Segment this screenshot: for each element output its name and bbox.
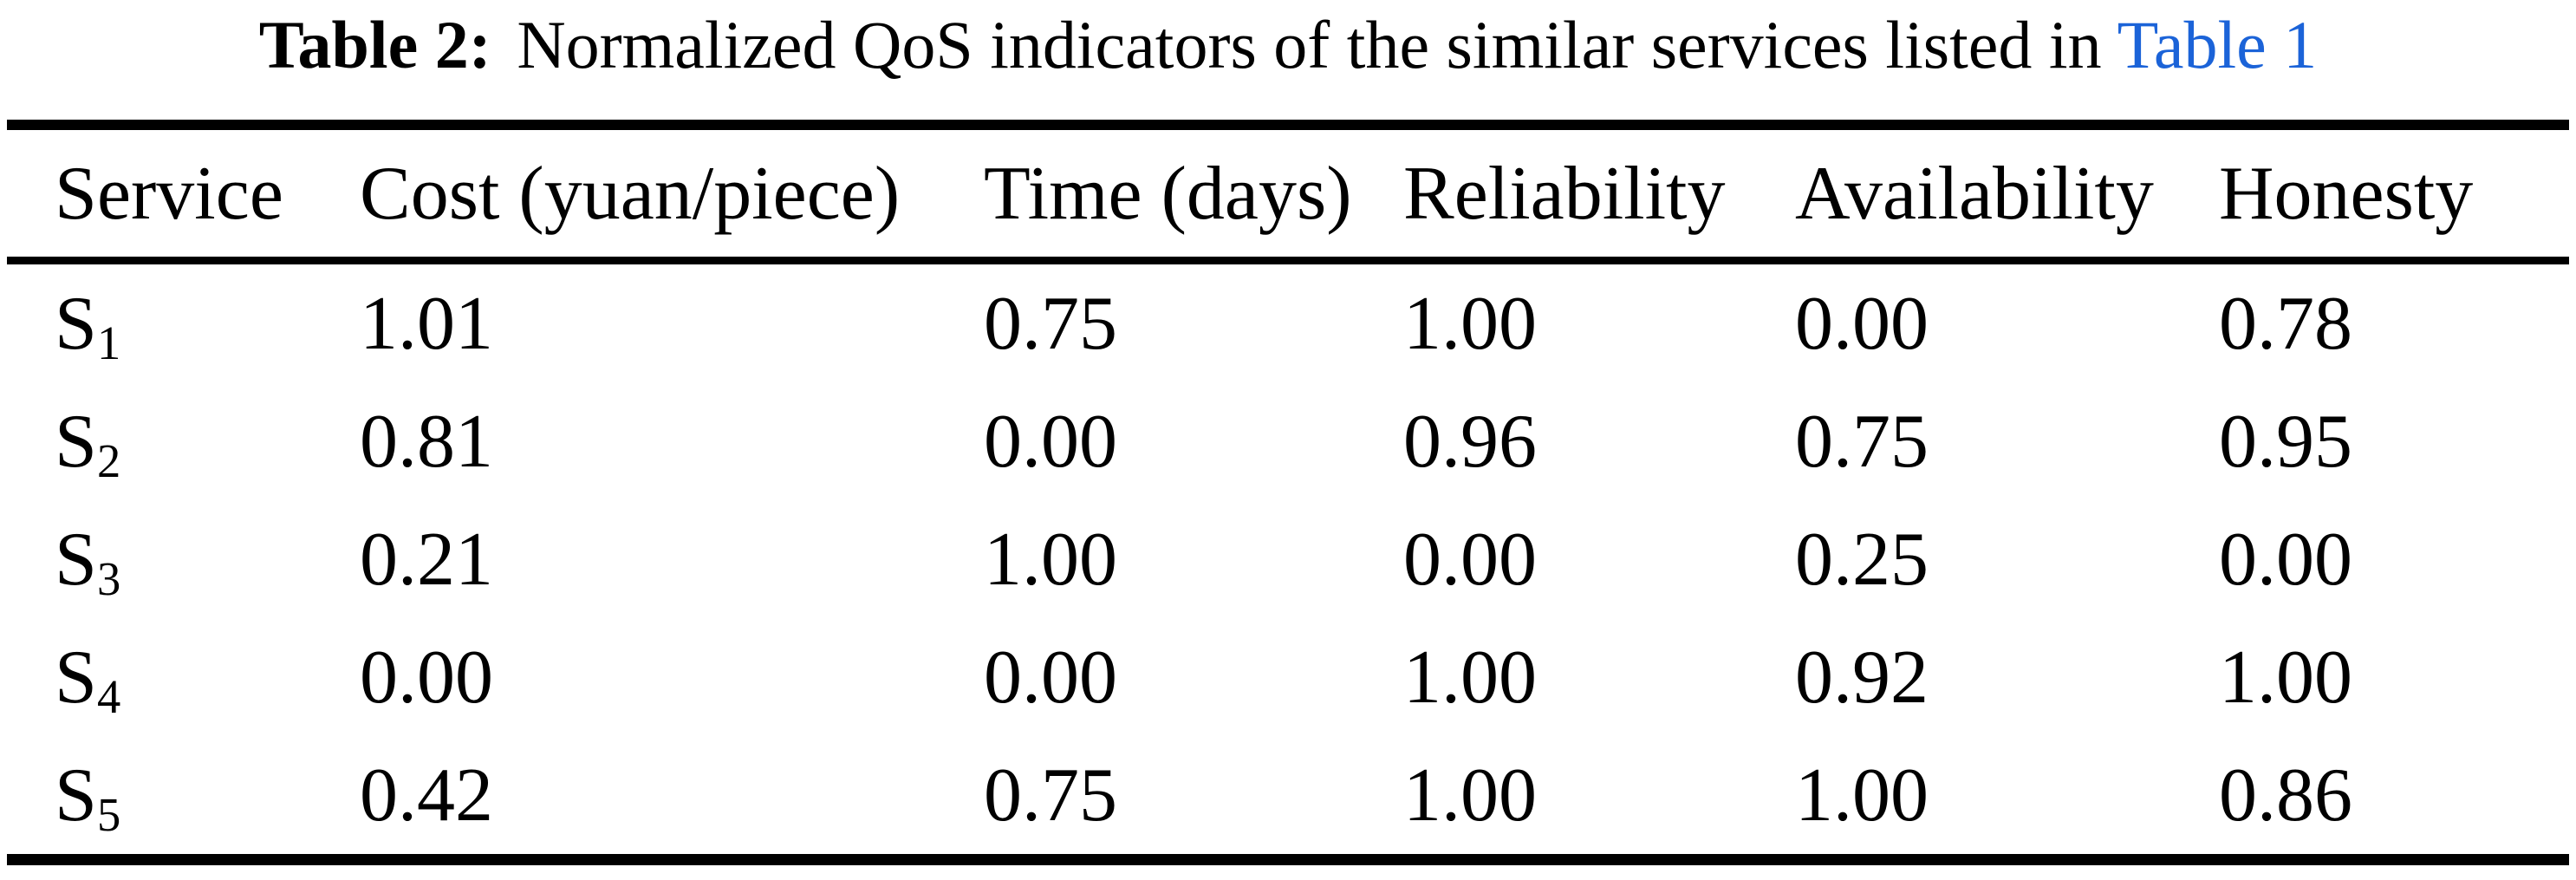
service-subscript: 3 <box>96 551 121 605</box>
cell-time: 0.75 <box>984 281 1117 366</box>
table-row: S3 0.21 1.00 0.00 0.25 0.00 <box>7 500 2569 618</box>
service-subscript: 1 <box>96 316 121 369</box>
cell-availability: 0.92 <box>1795 635 1929 720</box>
caption-label: Table 2: <box>258 7 491 82</box>
cell-reliability: 1.00 <box>1403 635 1537 720</box>
cell-honesty: 0.00 <box>2219 517 2352 602</box>
cell-cost: 0.42 <box>360 753 493 838</box>
service-subscript: 5 <box>96 787 121 841</box>
table-caption: Table 2: Normalized QoS indicators of the… <box>0 0 2576 120</box>
col-header-availability: Availability <box>1795 125 2219 264</box>
cell-reliability: 0.00 <box>1403 517 1537 602</box>
caption-text: Normalized QoS indicators of the similar… <box>517 7 2117 82</box>
service-subscript: 2 <box>96 433 121 487</box>
cell-time: 0.00 <box>984 635 1117 720</box>
table-row: S1 1.01 0.75 1.00 0.00 0.78 <box>7 261 2569 383</box>
table-row: S2 0.81 0.00 0.96 0.75 0.95 <box>7 382 2569 500</box>
table-1-link[interactable]: Table 1 <box>2117 7 2318 82</box>
cell-service: S1 <box>55 281 121 369</box>
cell-availability: 1.00 <box>1795 753 1929 838</box>
cell-honesty: 0.86 <box>2219 753 2352 838</box>
cell-cost: 0.81 <box>360 399 493 484</box>
cell-availability: 0.75 <box>1795 399 1929 484</box>
table-row: S4 0.00 0.00 1.00 0.92 1.00 <box>7 618 2569 736</box>
cell-time: 0.75 <box>984 753 1117 838</box>
header-row: Service Cost (yuan/piece) Time (days) Re… <box>7 125 2569 264</box>
cell-service: S5 <box>55 753 121 841</box>
service-subscript: 4 <box>96 669 121 723</box>
cell-honesty: 0.78 <box>2219 281 2352 366</box>
cell-cost: 1.01 <box>360 281 493 366</box>
col-header-service: Service <box>7 125 360 264</box>
col-header-honesty: Honesty <box>2219 125 2569 264</box>
cell-availability: 0.25 <box>1795 517 1929 602</box>
qos-table: Service Cost (yuan/piece) Time (days) Re… <box>7 120 2569 865</box>
col-header-time: Time (days) <box>984 125 1403 264</box>
cell-reliability: 0.96 <box>1403 399 1537 484</box>
col-header-reliability: Reliability <box>1403 125 1795 264</box>
cell-service: S4 <box>55 635 121 723</box>
cell-honesty: 0.95 <box>2219 399 2352 484</box>
cell-cost: 0.00 <box>360 635 493 720</box>
cell-cost: 0.21 <box>360 517 493 602</box>
cell-honesty: 1.00 <box>2219 635 2352 720</box>
cell-time: 1.00 <box>984 517 1117 602</box>
cell-time: 0.00 <box>984 399 1117 484</box>
cell-service: S3 <box>55 517 121 605</box>
table-row: S5 0.42 0.75 1.00 1.00 0.86 <box>7 736 2569 860</box>
col-header-cost: Cost (yuan/piece) <box>360 125 984 264</box>
cell-service: S2 <box>55 399 121 487</box>
cell-availability: 0.00 <box>1795 281 1929 366</box>
cell-reliability: 1.00 <box>1403 281 1537 366</box>
cell-reliability: 1.00 <box>1403 753 1537 838</box>
